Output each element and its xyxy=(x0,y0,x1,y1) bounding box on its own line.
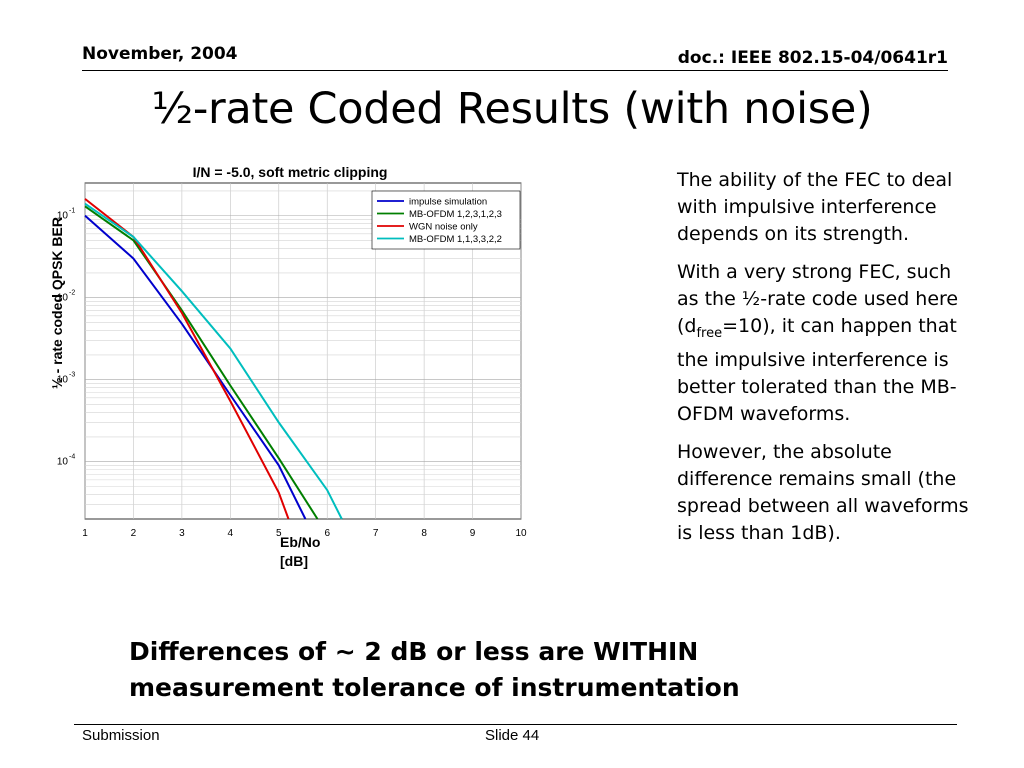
legend-entry: MB-OFDM 1,1,3,3,2,2 xyxy=(409,234,502,245)
y-axis-label: ½ - rate coded QPSK BER xyxy=(49,217,65,389)
bullet-2-text-a: With a very strong FEC, such as the ½-ra… xyxy=(677,261,959,337)
legend-entry: WGN noise only xyxy=(409,222,478,233)
x-tick-label: 2 xyxy=(131,528,137,539)
y-tick-labels: 10-110-210-310-4 xyxy=(57,208,75,468)
footer-rule xyxy=(74,724,957,725)
y-tick-exponent: -2 xyxy=(69,290,75,297)
slide-title: ½-rate Coded Results (with noise) xyxy=(151,84,873,134)
series-line xyxy=(84,205,319,520)
bullet-paragraph-1: The ability of the FEC to deal with impu… xyxy=(677,169,953,245)
y-tick-label: 10 xyxy=(57,211,69,222)
x-tick-label: 10 xyxy=(515,528,527,539)
series-line xyxy=(84,214,307,520)
bullet-text: The ability of the FEC to deal with impu… xyxy=(677,167,972,558)
footer-submission: Submission xyxy=(82,727,160,744)
header-doc-id: doc.: IEEE 802.15-04/0641r1 xyxy=(677,48,948,68)
legend-entry: MB-OFDM 1,2,3,1,2,3 xyxy=(409,209,502,220)
chart-title: I/N = -5.0, soft metric clipping xyxy=(193,164,388,180)
x-tick-label: 3 xyxy=(179,528,185,539)
footer-slide-number: Slide 44 xyxy=(485,727,540,744)
bullet-paragraph-2: With a very strong FEC, such as the ½-ra… xyxy=(677,259,972,428)
x-tick-label: 4 xyxy=(228,528,234,539)
series-line xyxy=(84,202,343,520)
bullet-2-text-b: =10), it can happen that the impulsive i… xyxy=(677,315,957,425)
x-tick-label: 9 xyxy=(470,528,476,539)
y-tick-label: 10 xyxy=(57,293,69,304)
x-axis-label: Eb/No xyxy=(280,534,320,550)
ber-chart: 1 2 3 4 5 6 7 8 9 10 10-110-210-310-4 I/N = -5.0,… xyxy=(49,164,527,569)
x-tick-label: 5 xyxy=(276,528,282,539)
bullet-2-subscript: free xyxy=(696,325,723,341)
x-tick-labels: 1 2 3 4 5 6 7 8 9 10 xyxy=(82,528,527,539)
emphasis-statement: Differences of ~ 2 dB or less are WITHIN… xyxy=(129,637,740,702)
header-rule xyxy=(82,70,948,71)
bullet-paragraph-3: However, the absolute difference remains… xyxy=(677,440,969,544)
y-tick-exponent: -4 xyxy=(69,454,75,461)
y-tick-label: 10 xyxy=(57,457,69,468)
x-axis-unit-label: [dB] xyxy=(280,553,308,569)
y-tick-label: 10 xyxy=(57,375,69,386)
header-date: November, 2004 xyxy=(82,44,238,64)
series-lines xyxy=(84,198,343,520)
y-tick-exponent: -1 xyxy=(69,208,75,215)
x-tick-label: 6 xyxy=(324,528,330,539)
x-tick-label: 7 xyxy=(373,528,379,539)
y-tick-exponent: -3 xyxy=(69,372,75,379)
legend-entry: impulse simulation xyxy=(409,197,487,208)
x-tick-label: 8 xyxy=(421,528,427,539)
x-tick-label: 1 xyxy=(82,528,88,539)
